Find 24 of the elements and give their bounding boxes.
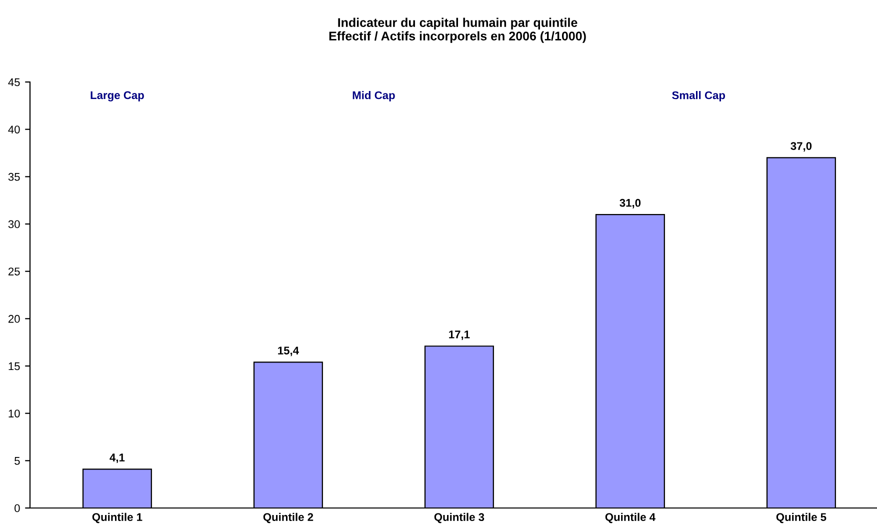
y-tick-label: 10 xyxy=(8,410,20,418)
annotation: Large Cap xyxy=(90,91,144,102)
annotation: Mid Cap xyxy=(352,91,395,102)
chart-title: Indicateur du capital humain par quintile Effectif / Actifs incorporels en 2006 (1/1000) xyxy=(329,18,586,43)
data-label: 15,4 xyxy=(278,346,299,356)
y-tick-label: 40 xyxy=(8,126,20,134)
x-tick-label: Quintile 4 xyxy=(605,512,656,524)
y-tick-label: 0 xyxy=(14,504,20,512)
y-tick-label: 45 xyxy=(8,78,20,86)
data-label: 17,1 xyxy=(449,330,470,340)
data-label: 31,0 xyxy=(620,198,641,208)
data-label: 4,1 xyxy=(110,454,125,464)
data-label: 37,0 xyxy=(790,142,812,152)
x-tick-label: Quintile 1 xyxy=(92,512,142,524)
y-tick-label: 15 xyxy=(8,362,20,370)
y-tick-label: 25 xyxy=(8,268,20,276)
x-tick-label: Quintile 5 xyxy=(776,512,826,524)
y-tick-label: 5 xyxy=(14,457,20,465)
y-tick-label: 35 xyxy=(8,172,20,181)
x-tick-label: Quintile 3 xyxy=(434,512,484,524)
y-tick-label: 20 xyxy=(8,314,20,323)
y-tick-label: 30 xyxy=(8,220,20,228)
x-tick-label: Quintile 2 xyxy=(263,512,314,524)
annotation: Small Cap xyxy=(672,91,726,102)
